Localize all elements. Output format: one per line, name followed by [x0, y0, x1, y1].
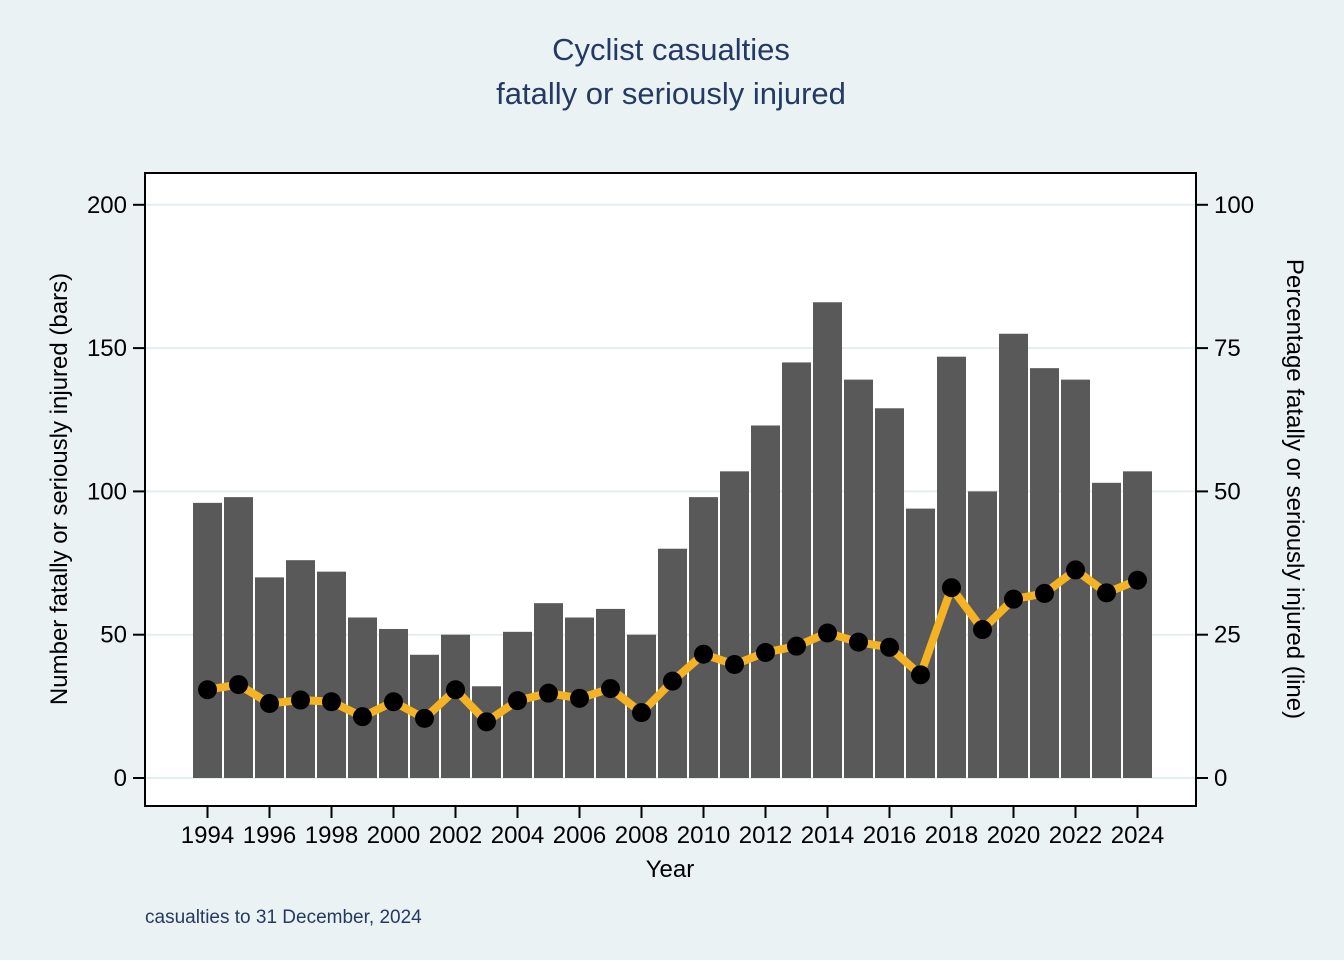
- line-marker: [384, 692, 403, 712]
- bar: [937, 356, 966, 778]
- x-tick-label: 1998: [305, 822, 358, 849]
- bar: [286, 560, 315, 778]
- x-axis-title: Year: [646, 856, 695, 883]
- x-tick-label: 2020: [987, 822, 1040, 849]
- bar: [224, 497, 253, 778]
- x-tick-label: 2012: [739, 822, 792, 849]
- line-marker: [353, 707, 372, 727]
- bar: [782, 362, 811, 778]
- line-marker: [1128, 570, 1147, 590]
- chart-title-line1: Cyclist casualties: [552, 32, 790, 67]
- line-marker: [322, 692, 341, 712]
- bar: [317, 571, 346, 778]
- right-tick-label: 25: [1214, 622, 1241, 649]
- line-marker: [508, 691, 527, 711]
- line-marker: [229, 675, 248, 695]
- bar: [348, 617, 377, 778]
- bar: [1030, 368, 1059, 778]
- x-tick-label: 1996: [243, 822, 296, 849]
- caption-note: casualties to 31 December, 2024: [145, 907, 422, 928]
- bar: [875, 408, 904, 778]
- line-marker: [1035, 583, 1054, 603]
- left-tick-label: 0: [114, 765, 127, 792]
- line-marker: [725, 655, 744, 675]
- x-tick-label: 2010: [677, 822, 730, 849]
- x-tick-label: 2008: [615, 822, 668, 849]
- bar: [658, 548, 687, 778]
- line-marker: [1066, 560, 1085, 580]
- x-tick-label: 2018: [925, 822, 978, 849]
- right-tick-label: 100: [1214, 192, 1254, 219]
- line-marker: [632, 703, 651, 723]
- left-tick-label: 100: [87, 478, 127, 505]
- bar: [689, 497, 718, 778]
- line-marker: [663, 671, 682, 691]
- line-marker: [787, 636, 806, 656]
- x-tick-label: 2022: [1049, 822, 1102, 849]
- bar: [441, 634, 470, 778]
- x-tick-label: 2004: [491, 822, 544, 849]
- x-tick-label: 2006: [553, 822, 606, 849]
- x-tick-label: 2016: [863, 822, 916, 849]
- bar: [813, 302, 842, 778]
- line-marker: [601, 679, 620, 699]
- line-marker: [942, 578, 961, 598]
- line-marker: [415, 708, 434, 728]
- bar: [1092, 482, 1121, 778]
- chart-title-line2: fatally or seriously injured: [496, 76, 846, 111]
- bar: [472, 686, 501, 778]
- bar: [720, 471, 749, 778]
- bar: [255, 577, 284, 778]
- bar: [999, 333, 1028, 778]
- x-tick-label: 2014: [801, 822, 854, 849]
- right-axis-title: Percentage fatally or seriously injured …: [1281, 259, 1308, 719]
- bar: [751, 425, 780, 778]
- left-tick-label: 50: [100, 622, 127, 649]
- line-marker: [260, 693, 279, 713]
- line-marker: [446, 680, 465, 700]
- line-marker: [818, 623, 837, 643]
- line-marker: [973, 620, 992, 640]
- right-tick-label: 0: [1214, 765, 1227, 792]
- right-tick-label: 75: [1214, 335, 1241, 362]
- line-marker: [694, 644, 713, 664]
- left-axis-title: Number fatally or seriously injured (bar…: [46, 273, 73, 705]
- line-marker: [291, 690, 310, 710]
- line-marker: [539, 683, 558, 703]
- bar: [844, 379, 873, 778]
- line-marker: [477, 712, 496, 732]
- line-marker: [570, 688, 589, 708]
- left-tick-label: 150: [87, 335, 127, 362]
- line-marker: [880, 637, 899, 657]
- x-tick-label: 2000: [367, 822, 420, 849]
- line-marker: [756, 642, 775, 662]
- bar: [193, 502, 222, 778]
- x-tick-label: 2002: [429, 822, 482, 849]
- bar: [1123, 471, 1152, 778]
- x-tick-label: 1994: [181, 822, 234, 849]
- plot-frame: [144, 172, 1197, 807]
- line-marker: [198, 680, 217, 700]
- line-marker: [1097, 583, 1116, 603]
- left-tick-label: 200: [87, 192, 127, 219]
- line-marker: [911, 665, 930, 685]
- right-tick-label: 50: [1214, 478, 1241, 505]
- line-marker: [849, 632, 868, 652]
- line-marker: [1004, 589, 1023, 609]
- x-tick-label: 2024: [1111, 822, 1164, 849]
